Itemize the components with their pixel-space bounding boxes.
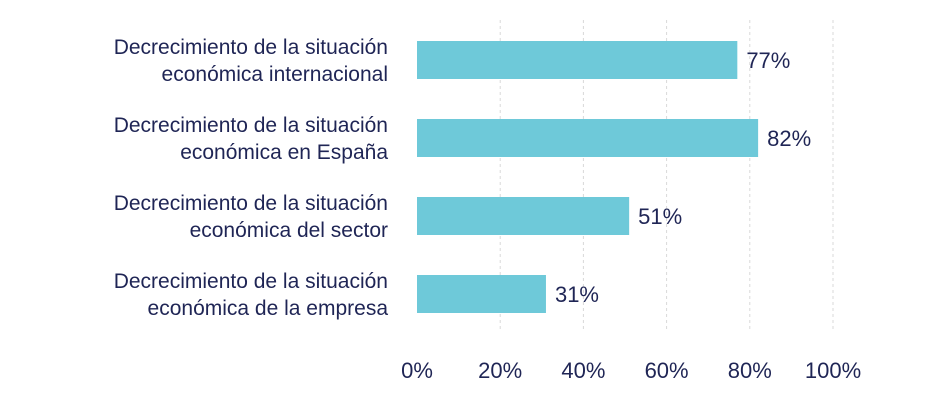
bar-value-label: 77%	[746, 48, 790, 73]
category-label-line: económica en España	[180, 141, 388, 164]
category-label-line: económica de la empresa	[148, 297, 389, 320]
category-label-line: Decrecimiento de la situación	[114, 270, 388, 293]
x-tick-label: 20%	[478, 358, 522, 383]
bar	[417, 41, 738, 79]
x-tick-label: 80%	[728, 358, 772, 383]
category-label-line: económica internacional	[162, 63, 388, 86]
category-label-line: Decrecimiento de la situación	[114, 114, 388, 137]
category-label: Decrecimiento de la situación económica d…	[114, 192, 388, 242]
bar	[417, 275, 546, 313]
category-label-line: económica del sector	[190, 219, 388, 242]
category-labels: Decrecimiento de la situación económica i…	[114, 36, 389, 320]
bar	[417, 197, 630, 235]
category-label: Decrecimiento de la situación económica i…	[114, 36, 388, 86]
x-axis-tick-labels: 0% 20% 40% 60% 80% 100%	[401, 358, 861, 383]
bars	[417, 41, 759, 313]
x-tick-label: 0%	[401, 358, 433, 383]
x-tick-label: 60%	[645, 358, 689, 383]
category-label-line: Decrecimiento de la situación	[114, 192, 388, 215]
bar-value-label: 51%	[638, 204, 682, 229]
category-label: Decrecimiento de la situación económica d…	[114, 270, 389, 320]
bar-value-label: 82%	[767, 126, 811, 151]
x-tick-label: 100%	[805, 358, 861, 383]
x-tick-label: 40%	[561, 358, 605, 383]
data-labels: 77% 82% 51% 31%	[555, 48, 811, 307]
category-label-line: Decrecimiento de la situación	[114, 36, 388, 59]
category-label: Decrecimiento de la situación económica e…	[114, 114, 389, 164]
bar	[417, 119, 759, 157]
bar-value-label: 31%	[555, 282, 599, 307]
